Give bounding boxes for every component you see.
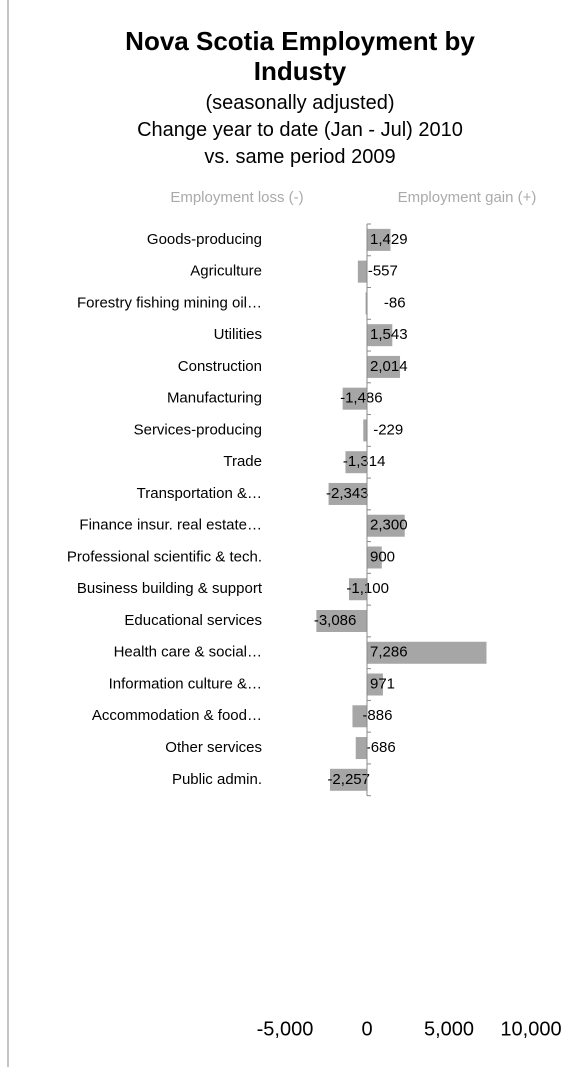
value-label: -229 <box>373 421 403 438</box>
bar <box>367 514 405 537</box>
y-tick-label: Other services <box>165 739 262 756</box>
bar <box>328 482 367 505</box>
value-label: -3,086 <box>314 612 357 629</box>
bar <box>342 387 367 410</box>
value-label: -557 <box>368 263 398 280</box>
bar <box>367 228 391 251</box>
y-tick-label: Goods-producing <box>147 231 262 248</box>
bar <box>367 641 487 664</box>
y-tick-label: Business building & support <box>77 580 263 597</box>
y-tick-label: Trade <box>223 453 262 470</box>
y-tick-label: Manufacturing <box>167 390 262 407</box>
y-tick-label: Public admin. <box>172 771 262 788</box>
value-label: 971 <box>370 675 395 692</box>
bar <box>367 673 383 696</box>
x-tick-label: 0 <box>361 1018 372 1040</box>
y-tick-label: Construction <box>178 358 262 375</box>
y-tick-label: Educational services <box>124 612 262 629</box>
value-label: 7,286 <box>370 644 408 661</box>
value-label: -2,257 <box>327 771 370 788</box>
value-label: 1,543 <box>370 326 408 343</box>
y-tick-label: Utilities <box>214 326 262 343</box>
bar <box>345 451 367 474</box>
annotation: Employment gain (+) <box>398 189 537 206</box>
y-tick-label: Agriculture <box>190 263 262 280</box>
value-label: -1,486 <box>340 390 383 407</box>
value-label: 1,429 <box>370 231 408 248</box>
bar <box>352 705 367 728</box>
y-tick-label: Transportation &… <box>137 485 262 502</box>
y-tick-label: Services-producing <box>134 421 262 438</box>
value-label: -86 <box>384 294 406 311</box>
x-tick-label: 10,000 <box>500 1018 561 1040</box>
value-label: 2,300 <box>370 517 408 534</box>
x-tick-label: -5,000 <box>257 1018 314 1040</box>
y-tick-label: Finance insur. real estate… <box>79 517 262 534</box>
y-tick-label: Health care & social… <box>114 644 262 661</box>
value-label: 900 <box>370 548 395 565</box>
bar <box>355 737 367 760</box>
bar <box>365 292 367 315</box>
value-label: -1,314 <box>343 453 386 470</box>
y-tick-label: Accommodation & food… <box>92 707 262 724</box>
bar <box>329 768 367 791</box>
annotation: Employment loss (-) <box>170 189 303 206</box>
value-label: -2,343 <box>326 485 369 502</box>
chart-title: Nova Scotia Employment by Industy <box>125 26 475 86</box>
bar <box>357 260 367 283</box>
subtitle-line: (seasonally adjusted) <box>205 92 395 114</box>
x-tick-label: 5,000 <box>424 1018 474 1040</box>
bar <box>367 324 393 347</box>
bar <box>363 419 367 442</box>
value-label: -686 <box>366 739 396 756</box>
bar <box>348 578 367 601</box>
bar <box>367 546 382 569</box>
value-label: -886 <box>362 707 392 724</box>
value-label: -1,100 <box>346 580 389 597</box>
value-label: 2,014 <box>370 358 408 375</box>
y-tick-label: Professional scientific & tech. <box>67 548 262 565</box>
subtitle: (seasonally adjusted) Change year to date… <box>60 90 540 171</box>
y-tick-label: Forestry fishing mining oil… <box>77 294 262 311</box>
subtitle-line: Change year to date (Jan - Jul) 2010 <box>137 119 463 141</box>
bar <box>367 355 401 378</box>
subtitle-line: vs. same period 2009 <box>204 146 396 168</box>
y-tick-label: Information culture &… <box>109 675 262 692</box>
bar <box>316 610 367 632</box>
